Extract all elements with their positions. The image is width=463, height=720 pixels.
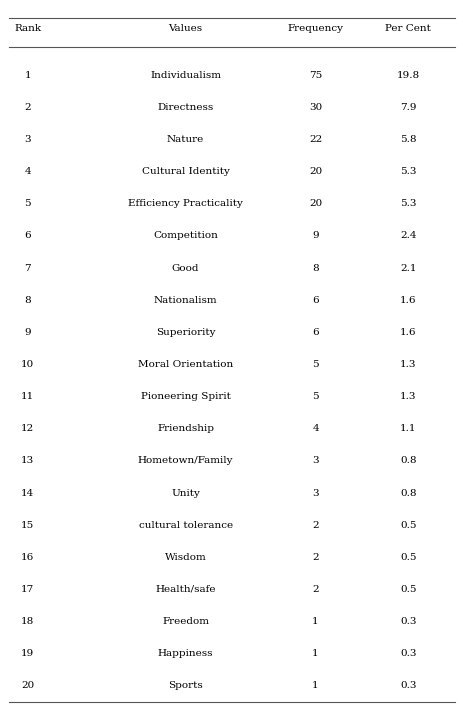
- Text: Hometown/Family: Hometown/Family: [138, 456, 233, 465]
- Text: 5.3: 5.3: [399, 199, 416, 208]
- Text: 1: 1: [25, 71, 31, 80]
- Text: 2: 2: [312, 585, 318, 594]
- Text: 20: 20: [308, 199, 321, 208]
- Text: 7: 7: [25, 264, 31, 272]
- Text: 3: 3: [25, 135, 31, 144]
- Text: 10: 10: [21, 360, 34, 369]
- Text: Directness: Directness: [157, 103, 213, 112]
- Text: 6: 6: [312, 328, 318, 337]
- Text: Nationalism: Nationalism: [153, 296, 217, 305]
- Text: 1: 1: [312, 649, 318, 658]
- Text: 1: 1: [312, 617, 318, 626]
- Text: 22: 22: [308, 135, 321, 144]
- Text: Competition: Competition: [153, 231, 218, 240]
- Text: Efficiency Practicality: Efficiency Practicality: [128, 199, 243, 208]
- Text: 0.3: 0.3: [399, 649, 416, 658]
- Text: 13: 13: [21, 456, 34, 465]
- Text: 6: 6: [312, 296, 318, 305]
- Text: Nature: Nature: [167, 135, 204, 144]
- Text: Per Cent: Per Cent: [385, 24, 430, 33]
- Text: 5: 5: [312, 360, 318, 369]
- Text: 0.8: 0.8: [399, 456, 416, 465]
- Text: 0.5: 0.5: [399, 585, 416, 594]
- Text: Unity: Unity: [171, 489, 200, 498]
- Text: 4: 4: [312, 424, 318, 433]
- Text: 9: 9: [312, 231, 318, 240]
- Text: 4: 4: [25, 167, 31, 176]
- Text: 1.6: 1.6: [399, 328, 416, 337]
- Text: 18: 18: [21, 617, 34, 626]
- Text: 2: 2: [312, 553, 318, 562]
- Text: 75: 75: [308, 71, 321, 80]
- Text: Superiority: Superiority: [156, 328, 215, 337]
- Text: Wisdom: Wisdom: [164, 553, 206, 562]
- Text: Freedom: Freedom: [162, 617, 209, 626]
- Text: 1.3: 1.3: [399, 392, 416, 401]
- Text: 2.4: 2.4: [399, 231, 416, 240]
- Text: 0.5: 0.5: [399, 553, 416, 562]
- Text: 20: 20: [21, 681, 34, 690]
- Text: Cultural Identity: Cultural Identity: [141, 167, 229, 176]
- Text: Pioneering Spirit: Pioneering Spirit: [140, 392, 230, 401]
- Text: Good: Good: [171, 264, 199, 272]
- Text: 1: 1: [312, 681, 318, 690]
- Text: cultural tolerance: cultural tolerance: [138, 521, 232, 530]
- Text: 1.3: 1.3: [399, 360, 416, 369]
- Text: 0.3: 0.3: [399, 617, 416, 626]
- Text: Happiness: Happiness: [157, 649, 213, 658]
- Text: 1.1: 1.1: [399, 424, 416, 433]
- Text: 14: 14: [21, 489, 34, 498]
- Text: 0.5: 0.5: [399, 521, 416, 530]
- Text: Friendship: Friendship: [157, 424, 213, 433]
- Text: 1.6: 1.6: [399, 296, 416, 305]
- Text: 0.8: 0.8: [399, 489, 416, 498]
- Text: 16: 16: [21, 553, 34, 562]
- Text: Frequency: Frequency: [287, 24, 343, 33]
- Text: 2: 2: [312, 521, 318, 530]
- Text: 17: 17: [21, 585, 34, 594]
- Text: 12: 12: [21, 424, 34, 433]
- Text: 3: 3: [312, 456, 318, 465]
- Text: 2.1: 2.1: [399, 264, 416, 272]
- Text: 30: 30: [308, 103, 321, 112]
- Text: 9: 9: [25, 328, 31, 337]
- Text: 3: 3: [312, 489, 318, 498]
- Text: 5.8: 5.8: [399, 135, 416, 144]
- Text: 19: 19: [21, 649, 34, 658]
- Text: 5: 5: [25, 199, 31, 208]
- Text: Individualism: Individualism: [150, 71, 221, 80]
- Text: Moral Orientation: Moral Orientation: [138, 360, 233, 369]
- Text: Rank: Rank: [14, 24, 41, 33]
- Text: 0.3: 0.3: [399, 681, 416, 690]
- Text: Values: Values: [168, 24, 202, 33]
- Text: 8: 8: [312, 264, 318, 272]
- Text: 2: 2: [25, 103, 31, 112]
- Text: 11: 11: [21, 392, 34, 401]
- Text: 20: 20: [308, 167, 321, 176]
- Text: 15: 15: [21, 521, 34, 530]
- Text: Sports: Sports: [168, 681, 202, 690]
- Text: 19.8: 19.8: [396, 71, 419, 80]
- Text: 7.9: 7.9: [399, 103, 416, 112]
- Text: 5.3: 5.3: [399, 167, 416, 176]
- Text: 5: 5: [312, 392, 318, 401]
- Text: 8: 8: [25, 296, 31, 305]
- Text: 6: 6: [25, 231, 31, 240]
- Text: Health/safe: Health/safe: [155, 585, 215, 594]
